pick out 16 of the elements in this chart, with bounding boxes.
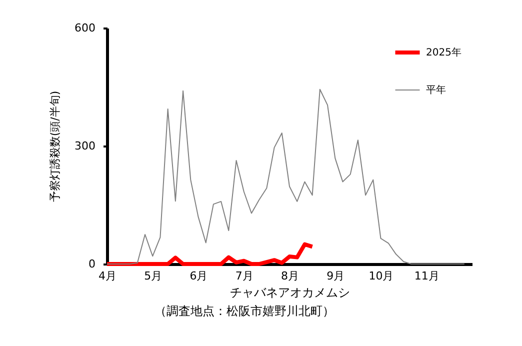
x-axis-title: チャバネアオカメムシ xyxy=(230,286,350,300)
x-tick-label: 6月 xyxy=(190,270,208,282)
legend-label: 2025年 xyxy=(426,46,462,58)
x-tick-label: 9月 xyxy=(326,270,345,282)
x-tick-label: 10月 xyxy=(368,270,394,282)
y-tick-label: 300 xyxy=(74,140,96,152)
x-tick-label: 4月 xyxy=(98,270,116,282)
x-tick-label: 5月 xyxy=(144,270,162,282)
x-tick-label: 7月 xyxy=(235,270,254,282)
legend-label: 平年 xyxy=(426,84,446,96)
y-axis-title: 予察灯誘殺数(頭/半旬) xyxy=(48,90,62,202)
y-tick-label: 600 xyxy=(74,22,96,34)
x-tick-label: 8月 xyxy=(281,270,299,282)
x-tick-label: 11月 xyxy=(414,270,440,282)
text: （調査地点：松阪市嬉野川北町） xyxy=(154,304,334,318)
y-tick-label: 0 xyxy=(88,258,96,270)
